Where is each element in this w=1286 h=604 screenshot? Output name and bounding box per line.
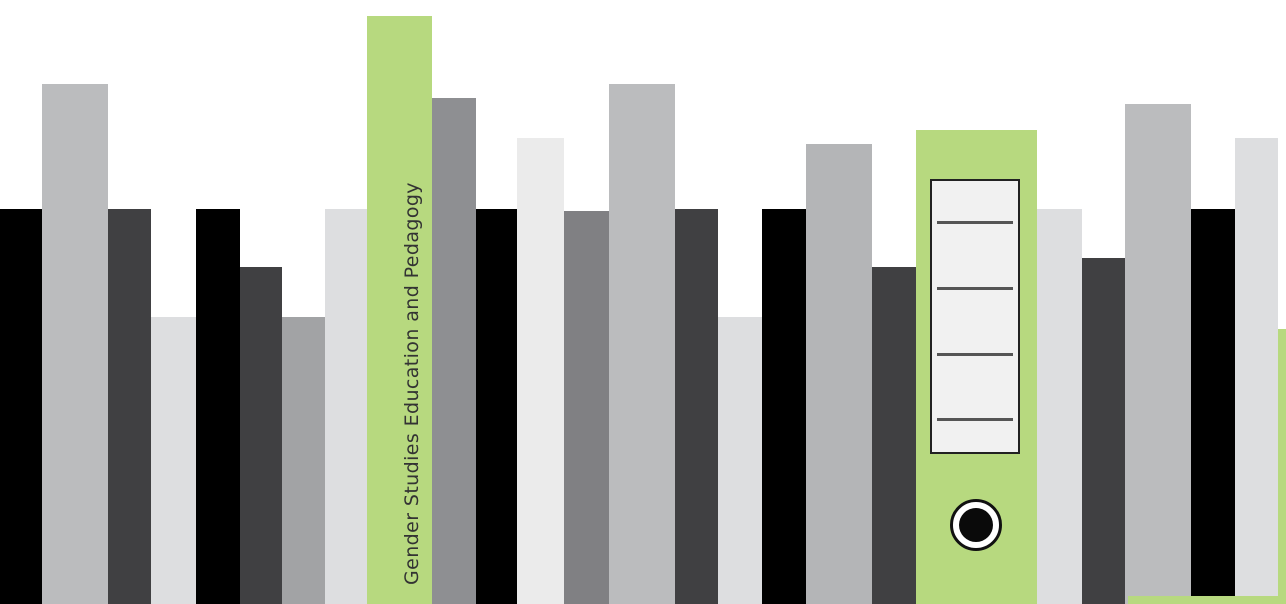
binder-label-line [937, 287, 1013, 290]
book-spine [240, 267, 282, 604]
book-spine [872, 267, 916, 604]
book-spine [151, 317, 196, 604]
book-spine [196, 209, 240, 604]
book-spine [282, 317, 325, 604]
book-spine [806, 144, 872, 604]
book-spine [1191, 209, 1235, 604]
binder-label-line [937, 418, 1013, 421]
book-spine [564, 211, 609, 604]
book-spine [762, 209, 806, 604]
book-spine [42, 84, 108, 604]
binder-ring-icon [950, 499, 1002, 551]
green-binder [916, 130, 1037, 604]
book-spine [1125, 104, 1191, 604]
binder-label-pocket [930, 179, 1020, 454]
green-book-spine [1128, 596, 1286, 604]
book-spine [108, 209, 151, 604]
book-title: Gender Studies Education and Pedagogy [400, 182, 423, 585]
binder-label-line [937, 221, 1013, 224]
book-spine [1235, 138, 1278, 604]
green-book-spine [1278, 329, 1286, 604]
book-spine [325, 209, 367, 604]
book-spine [1037, 209, 1082, 604]
book-spine [432, 98, 476, 604]
book-spine [609, 84, 675, 604]
book-spine [718, 317, 762, 604]
book-spine [675, 209, 718, 604]
book-spine [476, 209, 517, 604]
book-spine [517, 138, 564, 604]
binder-label-line [937, 353, 1013, 356]
book-spine [0, 209, 42, 604]
green-book-spine: Gender Studies Education and Pedagogy [367, 16, 432, 604]
book-spine [1082, 258, 1125, 604]
